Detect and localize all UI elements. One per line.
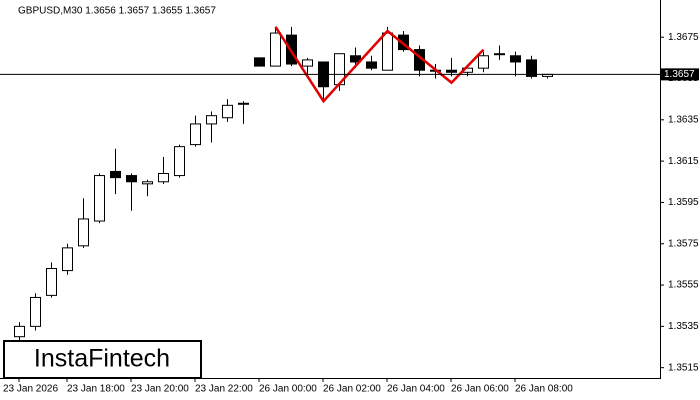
y-tick-label: 1.3615 xyxy=(668,156,699,167)
x-tick-label: 23 Jan 20:00 xyxy=(131,384,189,395)
candle-body xyxy=(158,173,169,183)
candle-body xyxy=(270,32,281,67)
pattern-line xyxy=(274,26,485,104)
candle-body xyxy=(222,104,233,119)
current-price-label: 1.3657 xyxy=(664,69,695,80)
candle-body xyxy=(174,146,185,177)
candle-body xyxy=(94,175,105,222)
x-tick-label: 26 Jan 06:00 xyxy=(451,384,509,395)
y-tick-label: 1.3515 xyxy=(668,362,699,373)
x-tick-label: 26 Jan 08:00 xyxy=(515,384,573,395)
x-tick-label: 23 Jan 2026 xyxy=(3,384,58,395)
candle-body xyxy=(30,296,41,327)
candle-body xyxy=(382,32,393,71)
candle-body xyxy=(494,53,505,56)
x-tick-label: 23 Jan 22:00 xyxy=(195,384,253,395)
candle-body xyxy=(526,59,537,77)
candle-body xyxy=(510,55,521,63)
chart-title: GBPUSD,M30 1.3656 1.3657 1.3655 1.3657 xyxy=(18,6,216,17)
current-price-box xyxy=(661,68,699,81)
candle-body xyxy=(126,175,137,183)
candle-body xyxy=(190,123,201,146)
candle-body xyxy=(206,115,217,125)
watermark-box xyxy=(3,340,202,379)
y-tick-label: 1.3595 xyxy=(668,197,699,208)
y-tick-label: 1.3675 xyxy=(668,32,699,43)
x-tick-label: 26 Jan 00:00 xyxy=(259,384,317,395)
candle-body xyxy=(62,247,73,272)
y-tick-label: 1.3575 xyxy=(668,238,699,249)
y-tick-label: 1.3555 xyxy=(668,280,699,291)
y-tick-label: 1.3535 xyxy=(668,321,699,332)
candle-body xyxy=(254,57,265,67)
candle-body xyxy=(110,170,121,179)
candle-body xyxy=(478,55,489,69)
x-tick-label: 23 Jan 18:00 xyxy=(67,384,125,395)
x-tick-label: 26 Jan 02:00 xyxy=(323,384,381,395)
candle-body xyxy=(446,69,457,73)
y-tick-label: 1.3635 xyxy=(668,114,699,125)
candle-body xyxy=(78,218,89,247)
candle-body xyxy=(46,268,57,296)
candle-body xyxy=(14,325,25,338)
candle-body xyxy=(302,59,313,67)
candle-body xyxy=(238,102,249,105)
candle-body xyxy=(142,181,153,185)
watermark: InstaFintech xyxy=(34,345,170,373)
x-tick-label: 26 Jan 04:00 xyxy=(387,384,445,395)
candle-body xyxy=(366,61,377,69)
